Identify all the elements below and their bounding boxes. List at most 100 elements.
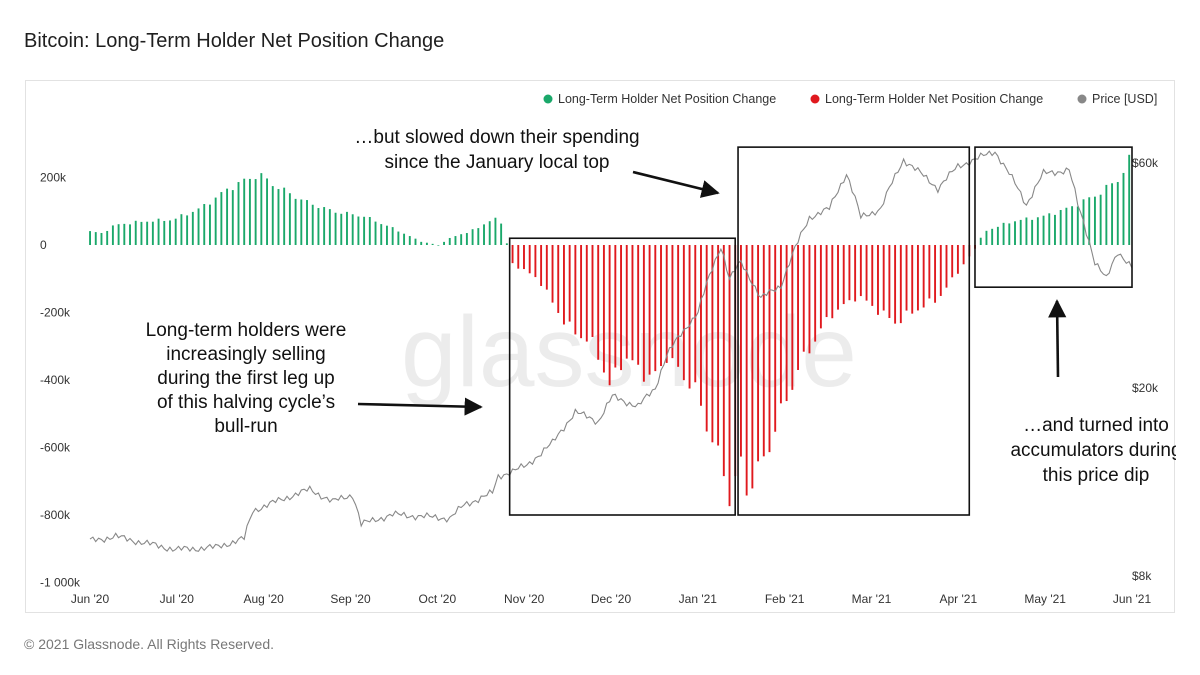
net-position-bar <box>517 245 520 269</box>
net-position-bar <box>934 245 937 303</box>
net-position-bar <box>1031 219 1034 245</box>
y-left-tick-label: -1 000k <box>40 576 81 590</box>
net-position-bar <box>397 231 400 245</box>
x-tick-label: Jul '20 <box>160 592 195 606</box>
net-position-bar <box>420 241 423 245</box>
net-position-bar <box>1008 223 1011 245</box>
net-position-bar <box>214 197 217 245</box>
net-position-bar <box>460 234 463 245</box>
net-position-bar <box>500 223 503 245</box>
net-position-bar <box>956 245 959 274</box>
net-position-bar <box>574 245 577 335</box>
net-position-bar <box>425 242 428 245</box>
legend[interactable]: Long-Term Holder Net Position Change Long… <box>543 92 1158 106</box>
net-position-bar <box>991 228 994 245</box>
net-position-bar <box>403 233 406 245</box>
net-position-bar <box>905 245 908 311</box>
net-position-bar <box>391 227 394 245</box>
x-tick-label: Mar '21 <box>852 592 892 606</box>
net-position-bar <box>443 241 445 245</box>
net-position-bar <box>385 225 388 245</box>
legend-label: Long-Term Holder Net Position Change <box>825 92 1043 106</box>
net-position-bar <box>351 214 354 245</box>
net-position-bar <box>877 245 879 315</box>
net-position-bar <box>323 207 326 245</box>
net-position-bar <box>1025 217 1028 245</box>
net-position-bar <box>808 245 811 354</box>
net-position-bar <box>608 245 611 386</box>
net-position-bar <box>1105 184 1108 245</box>
net-position-bar <box>688 245 691 389</box>
net-position-bar <box>1002 222 1005 245</box>
y-left-axis: 200k 0 -200k -400k -600k -800k -1 000k <box>40 171 81 590</box>
net-position-bar <box>363 216 366 245</box>
net-position-bar <box>448 237 451 245</box>
y-right-axis: $60k $20k $8k <box>1132 156 1159 583</box>
net-position-bar <box>677 245 680 367</box>
net-position-bar <box>648 245 651 375</box>
net-position-bar <box>254 179 257 245</box>
annotation-text-selling: during the first leg up <box>157 368 334 389</box>
net-position-bar <box>762 245 765 457</box>
net-position-bar <box>1071 206 1074 245</box>
net-position-bar <box>922 245 925 308</box>
page-title: Bitcoin: Long-Term Holder Net Position C… <box>24 30 445 52</box>
net-position-bar <box>985 230 988 245</box>
net-position-bar <box>705 245 708 432</box>
net-position-bar <box>859 245 862 297</box>
net-position-bar <box>585 245 588 342</box>
net-position-bar <box>140 221 143 245</box>
net-position-bar <box>637 245 640 365</box>
net-position-bar <box>671 245 674 359</box>
net-position-bar <box>357 216 360 245</box>
net-position-bar <box>346 211 348 245</box>
net-position-bar <box>534 245 537 278</box>
y-left-tick-label: -800k <box>40 508 71 522</box>
net-position-bar <box>243 178 246 245</box>
net-position-bar <box>562 245 565 325</box>
net-position-bar <box>654 245 657 372</box>
net-position-bar <box>625 245 628 359</box>
net-position-bar <box>454 236 457 245</box>
net-position-bar <box>825 245 828 318</box>
net-position-bar <box>939 245 942 296</box>
net-position-bar <box>106 230 109 245</box>
net-position-bar <box>203 204 206 245</box>
net-position-bar <box>437 245 440 246</box>
net-position-bar <box>94 232 97 245</box>
annotation-arrow <box>632 170 720 198</box>
net-position-bar <box>854 245 857 302</box>
net-position-bar <box>1076 206 1079 245</box>
net-position-bar <box>226 188 229 245</box>
x-tick-label: Aug '20 <box>244 592 285 606</box>
net-position-bar <box>551 245 554 303</box>
net-position-bar <box>271 186 274 245</box>
net-position-bar <box>505 243 508 245</box>
net-position-bar <box>951 245 954 278</box>
net-position-bar <box>751 245 754 489</box>
legend-label: Long-Term Holder Net Position Change <box>558 92 776 106</box>
net-position-bar <box>791 245 794 390</box>
net-position-bar <box>317 208 320 245</box>
copyright-footer: © 2021 Glassnode. All Rights Reserved. <box>24 636 275 652</box>
x-axis: Jun '20 Jul '20 Aug '20 Sep '20 Oct '20 Nov '… <box>71 592 1152 606</box>
net-position-bar <box>186 215 189 245</box>
net-position-bar <box>151 221 154 245</box>
net-position-bar <box>117 224 120 245</box>
legend-label: Price [USD] <box>1092 92 1157 106</box>
net-position-bar <box>169 220 171 245</box>
net-position-bar <box>814 245 817 342</box>
annotations: Long-term holders were increasingly selli… <box>146 127 1176 486</box>
x-tick-label: Oct '20 <box>419 592 457 606</box>
net-position-bar <box>916 245 919 311</box>
watermark: glassnode <box>401 296 857 408</box>
net-position-bar <box>1036 217 1039 245</box>
net-position-bar <box>248 178 251 245</box>
net-position-bar <box>231 190 234 245</box>
price-line <box>89 150 1133 553</box>
net-position-bar <box>1088 197 1091 245</box>
net-position-bar <box>1116 182 1119 245</box>
net-position-bar <box>283 187 286 245</box>
x-tick-label: Dec '20 <box>591 592 632 606</box>
net-position-bar <box>408 236 411 245</box>
